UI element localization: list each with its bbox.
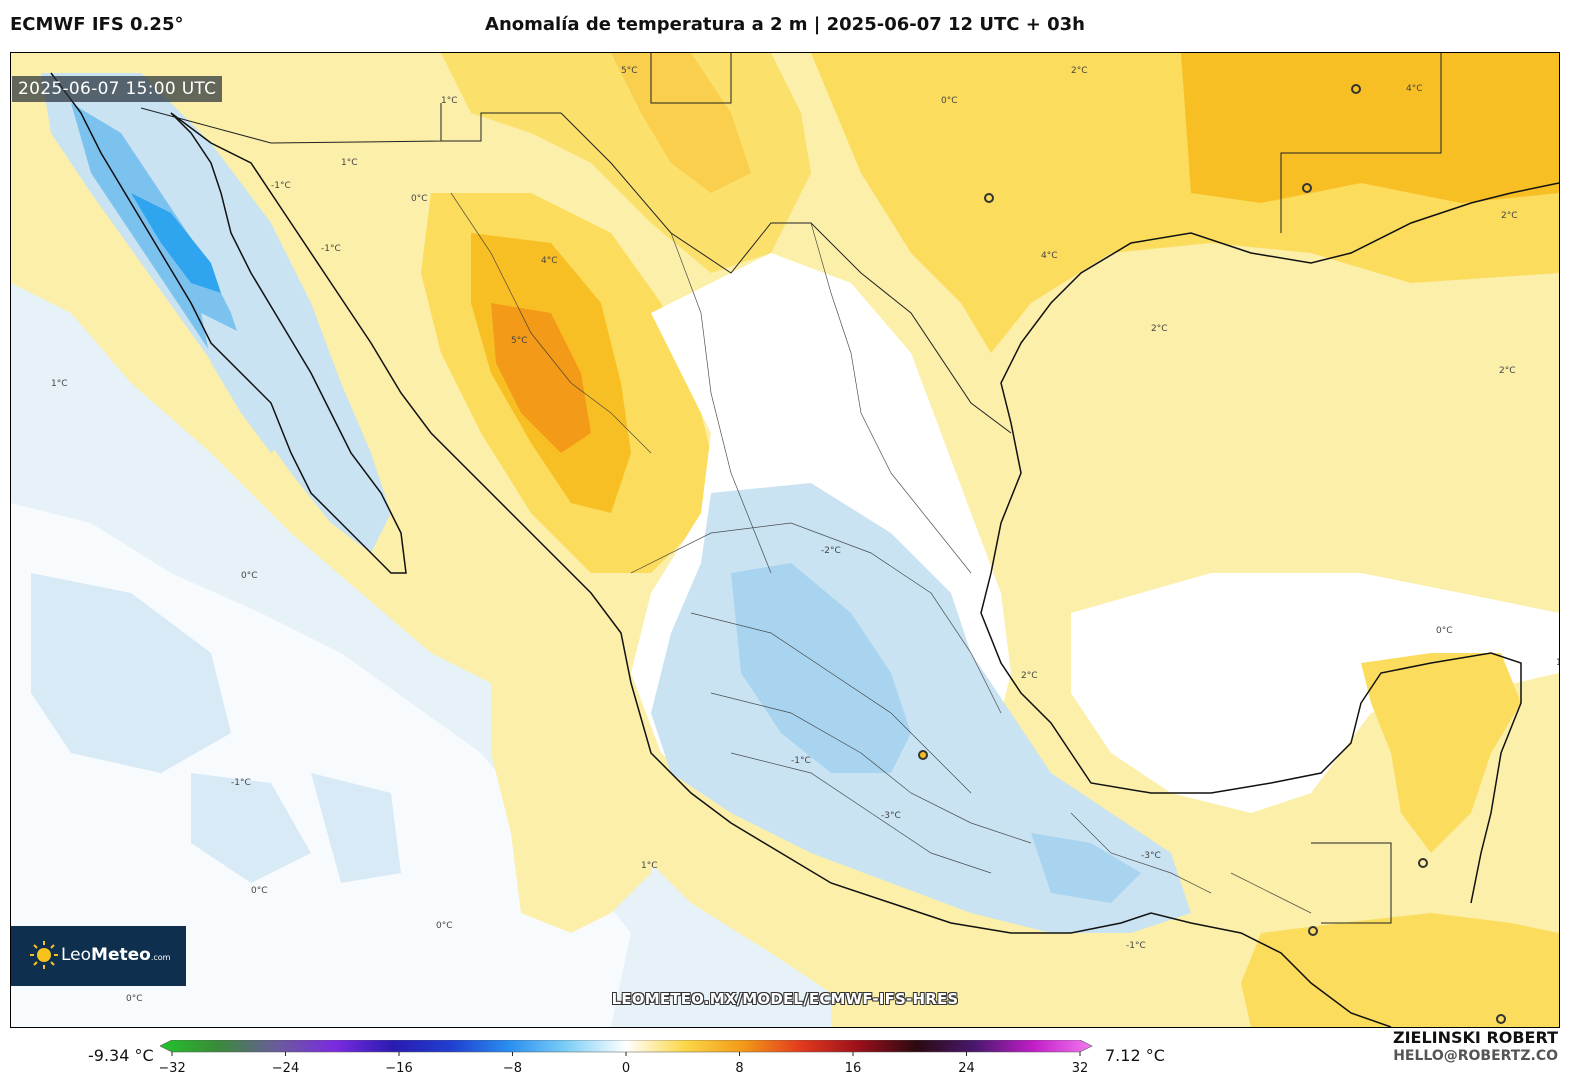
contour-labels: 1°C 2°C 4°C 5°C 5°C 4°C 2°C 2°C 4°C -1°C… — [51, 66, 1559, 1004]
contour-label: -1°C — [791, 756, 811, 766]
leometeo-logo: LeoMeteo.com — [11, 926, 186, 986]
coastlines — [50, 72, 1559, 1027]
contour-label: 5°C — [511, 336, 528, 346]
map-canvas: 1°C 2°C 4°C 5°C 5°C 4°C 2°C 2°C 4°C -1°C… — [11, 53, 1559, 1027]
baja-coldest-spot — [131, 193, 221, 293]
logo-text: LeoMeteo.com — [61, 945, 170, 965]
state-borders — [450, 192, 1312, 914]
logo-brand-bold: Meteo — [91, 945, 151, 965]
colorbar-tick-label: −32 — [160, 1061, 186, 1076]
author-credit: ZIELINSKI ROBERT — [1392, 1028, 1558, 1047]
contour-label: 1°C — [641, 861, 658, 871]
contour-label: 0°C — [941, 96, 958, 106]
colorbar-tick-label: 8 — [735, 1061, 743, 1076]
colorbar-tick-label: 0 — [622, 1061, 630, 1076]
colorbar-gradient — [160, 1040, 1093, 1053]
contour-label: -1°C — [1126, 941, 1146, 951]
contour-label: 2°C — [1151, 324, 1168, 334]
colorbar-tick-label: 32 — [1072, 1061, 1089, 1076]
colorbar: −32 −24 −16 −8 0 8 16 24 32 — [160, 1040, 1093, 1076]
pacific-warm-tongue — [491, 653, 671, 933]
colorbar-tick-label: −16 — [385, 1061, 412, 1076]
logo-brand-light: Leo — [61, 945, 92, 965]
contour-label: 2°C — [1499, 366, 1516, 376]
contour-label: 2°C — [1501, 211, 1518, 221]
gulf-east-neutral — [1071, 573, 1559, 813]
pacific-cool-patches — [31, 573, 401, 883]
country-borders — [140, 53, 1442, 924]
contour-label: -2°C — [821, 546, 841, 556]
map-title: Anomalía de temperatura a 2 m | 2025-06-… — [485, 14, 1085, 35]
contour-label: 4°C — [1406, 84, 1423, 94]
contour-label: 0°C — [251, 886, 268, 896]
contour-label: 2°C — [1021, 671, 1038, 681]
source-watermark: LEOMETEO.MX/MODEL/ECMWF-IFS-HRES — [611, 990, 959, 1008]
contour-label: 0°C — [241, 571, 258, 581]
contour-label: 5°C — [621, 66, 638, 76]
contour-label: 1°C — [341, 158, 358, 168]
valid-time-badge: 2025-06-07 15:00 UTC — [12, 76, 223, 102]
southeast-us-hot — [1181, 53, 1559, 203]
colorbar-tick-label: 24 — [958, 1061, 975, 1076]
contour-label: -1°C — [321, 244, 341, 254]
colorbar-min-label: -9.34 °C — [88, 1046, 154, 1065]
contour-label: 0°C — [436, 921, 453, 931]
contour-label: -3°C — [1141, 851, 1161, 861]
contour-label: 0°C — [411, 194, 428, 204]
contour-label: 1°C — [441, 96, 458, 106]
contour-label: -3°C — [881, 811, 901, 821]
contour-label: -1°C — [231, 778, 251, 788]
colorbar-tick-label: 16 — [845, 1061, 862, 1076]
logo-domain: .com — [150, 953, 171, 962]
contour-label: 1°C — [51, 379, 68, 389]
colorbar-tick-label: −8 — [503, 1061, 522, 1076]
colorbar-tick-label: −24 — [272, 1061, 299, 1076]
central-mexico-cold — [731, 563, 1141, 903]
central-america-warm — [1241, 913, 1559, 1027]
contour-label: 4°C — [541, 256, 558, 266]
gulf-california-cool — [201, 313, 291, 453]
contour-label: 1°C — [1556, 658, 1559, 668]
anomaly-map: 1°C 2°C 4°C 5°C 5°C 4°C 2°C 2°C 4°C -1°C… — [10, 52, 1560, 1028]
contour-label: 0°C — [126, 994, 143, 1004]
colorbar-max-label: 7.12 °C — [1105, 1046, 1165, 1065]
sun-icon — [30, 941, 58, 969]
model-title: ECMWF IFS 0.25° — [10, 14, 184, 35]
contour-label: 4°C — [1041, 251, 1058, 261]
author-email: HELLO@ROBERTZ.CO — [1393, 1048, 1558, 1064]
contour-label: 2°C — [1071, 66, 1088, 76]
contour-label: 0°C — [1436, 626, 1453, 636]
colorbar-ticks: −32 −24 −16 −8 0 8 16 24 32 — [160, 1052, 1088, 1076]
yucatan-warm — [1361, 653, 1521, 853]
contour-label: -1°C — [271, 181, 291, 191]
city-markers — [918, 84, 1506, 1024]
top-center-warm — [441, 53, 811, 273]
north-mexico-hottest — [491, 303, 591, 453]
